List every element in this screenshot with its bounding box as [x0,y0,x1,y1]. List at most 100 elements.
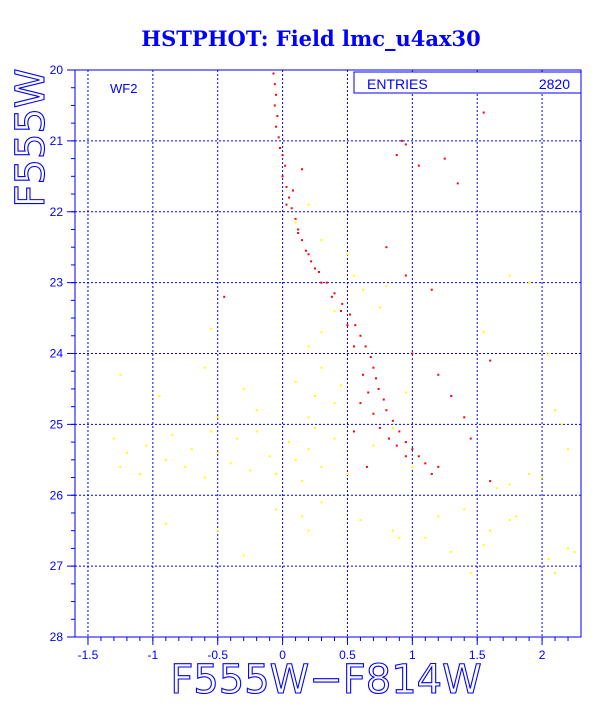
data-point [294,217,297,220]
data-point [398,536,401,539]
x-axis-label: F555W−F814W [170,657,481,703]
data-point [404,455,407,458]
data-point [437,373,440,376]
data-point [385,285,388,288]
data-point [404,274,407,277]
data-point [567,448,570,451]
data-point [297,228,300,231]
data-point [443,157,446,160]
data-point [307,529,310,532]
series-red-points [223,72,492,483]
data-point [320,239,323,242]
data-point [382,398,385,401]
chart-title: HSTPHOT: Field lmc_u4ax30 [141,26,480,51]
data-point [273,83,276,86]
data-point [365,465,368,468]
data-point [330,295,333,298]
y-tick-label: 20 [50,63,64,77]
data-point [430,472,433,475]
data-point [285,203,288,206]
data-point [404,143,407,146]
data-point [437,465,440,468]
data-point [339,309,342,312]
x-tick-label: 1 [409,648,416,662]
data-point [482,543,485,546]
data-point [304,249,307,252]
data-point [285,185,288,188]
y-tick-label: 22 [50,205,64,219]
data-point [242,387,245,390]
data-point [352,345,355,348]
data-point [482,331,485,334]
data-point [528,472,531,475]
data-point [378,306,381,309]
data-point [541,476,544,479]
data-point [560,423,563,426]
x-tick-label: -1.5 [78,648,99,662]
data-point [297,232,300,235]
data-point [489,359,492,362]
x-tick-label: -0.5 [207,648,228,662]
y-tick-label: 21 [50,134,64,148]
x-tick-label: 0.5 [339,648,356,662]
data-point [203,476,206,479]
data-point [398,430,401,433]
data-point [400,139,403,142]
data-point [547,352,550,355]
data-point [249,469,252,472]
data-point [495,487,498,490]
data-point [391,529,394,532]
x-tick-label: 2 [539,648,546,662]
data-point [528,281,531,284]
data-point [424,462,427,465]
data-point [333,437,336,440]
data-point [411,465,414,468]
data-point [288,196,291,199]
data-point [294,458,297,461]
data-point [275,93,278,96]
data-point [372,412,375,415]
data-point [138,472,141,475]
y-tick-label: 28 [50,630,64,644]
data-point [554,572,557,575]
data-point [391,419,394,422]
data-point [508,274,511,277]
y-tick-label: 24 [50,347,64,361]
data-point [320,281,323,284]
data-point [385,409,388,412]
data-point [281,154,284,157]
data-point [288,441,291,444]
data-point [307,203,310,206]
data-point [255,430,258,433]
y-tick-label: 25 [50,417,64,431]
data-point [307,448,310,451]
data-point [119,465,122,468]
data-point [391,426,394,429]
data-point [417,164,420,167]
data-point [164,522,167,525]
data-point [210,430,213,433]
data-point [216,416,219,419]
data-point [125,451,128,454]
data-point [450,395,453,398]
data-point [314,395,317,398]
data-point [112,437,115,440]
data-point [378,426,381,429]
data-point [372,444,375,447]
data-point [290,207,293,210]
data-point [294,380,297,383]
data-point [268,455,271,458]
data-point [255,409,258,412]
data-point [223,295,226,298]
data-point [333,292,336,295]
data-point [317,270,320,273]
data-point [359,334,362,337]
y-tick-label: 26 [50,488,64,502]
data-point [203,366,206,369]
data-point [387,437,390,440]
data-point [314,267,317,270]
data-point [307,253,310,256]
data-point [346,472,349,475]
data-point [554,409,557,412]
data-point [437,515,440,518]
